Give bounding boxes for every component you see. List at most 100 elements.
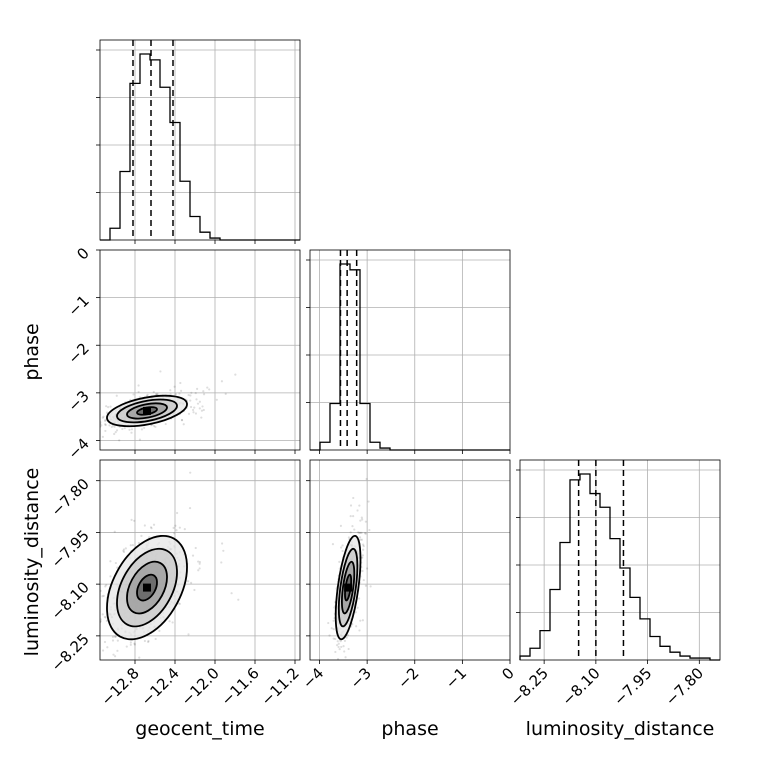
sample-point bbox=[116, 639, 119, 642]
panel-frame bbox=[519, 459, 721, 661]
panel-luminosity-vs-phase bbox=[306, 459, 511, 664]
sample-point bbox=[364, 520, 367, 523]
sample-point bbox=[365, 567, 369, 570]
sample-point bbox=[351, 623, 354, 626]
sample-point bbox=[137, 390, 140, 394]
sample-point bbox=[187, 633, 190, 636]
sample-point bbox=[360, 531, 363, 534]
panel-hist-luminosity-distance bbox=[516, 459, 721, 664]
sample-point bbox=[335, 644, 339, 647]
sample-point bbox=[192, 411, 195, 414]
sample-point bbox=[347, 536, 350, 539]
sample-point bbox=[189, 405, 193, 409]
sample-point bbox=[346, 633, 350, 637]
contour-line bbox=[106, 394, 188, 428]
sample-point bbox=[121, 427, 124, 431]
sample-point bbox=[150, 527, 153, 530]
sample-point bbox=[114, 635, 117, 638]
sample-point bbox=[174, 524, 177, 527]
sample-point bbox=[178, 602, 181, 605]
sample-point bbox=[125, 645, 128, 648]
sample-point bbox=[342, 645, 345, 648]
sample-point bbox=[220, 380, 224, 383]
sample-point bbox=[138, 656, 141, 659]
sample-point bbox=[190, 581, 193, 584]
sample-point bbox=[360, 538, 364, 541]
contour-line bbox=[337, 547, 359, 628]
panel-frame bbox=[309, 459, 511, 661]
sample-point bbox=[108, 424, 111, 427]
sample-point bbox=[191, 554, 195, 557]
sample-point bbox=[194, 391, 197, 395]
sample-point bbox=[187, 412, 191, 415]
sample-point bbox=[101, 649, 105, 652]
hist-step-luminosity_distance bbox=[519, 473, 720, 661]
panel-frame bbox=[99, 459, 301, 661]
sample-point bbox=[137, 541, 140, 545]
panel-phase-vs-geocent-time bbox=[96, 249, 301, 454]
sample-point bbox=[201, 405, 204, 408]
sample-point bbox=[122, 548, 126, 551]
sample-point bbox=[113, 425, 116, 428]
sample-point bbox=[100, 620, 102, 623]
sample-point bbox=[196, 387, 199, 391]
sample-point bbox=[368, 528, 371, 532]
sample-point bbox=[187, 393, 190, 397]
sample-point bbox=[367, 500, 370, 503]
sample-point bbox=[129, 641, 132, 644]
sample-point bbox=[230, 592, 233, 595]
sample-point bbox=[109, 560, 112, 563]
sample-point bbox=[106, 646, 109, 649]
sample-point bbox=[102, 415, 105, 418]
sample-point bbox=[340, 546, 343, 549]
sample-point bbox=[198, 407, 201, 410]
sample-point bbox=[129, 643, 132, 646]
density-layer bbox=[327, 477, 372, 660]
panel-frame bbox=[99, 39, 301, 241]
sample-point bbox=[138, 438, 142, 441]
sample-point bbox=[369, 585, 372, 588]
sample-point bbox=[202, 390, 205, 393]
sample-point bbox=[359, 619, 362, 622]
sample-point bbox=[358, 629, 361, 632]
sample-point bbox=[114, 561, 117, 565]
panel-frame bbox=[309, 249, 511, 451]
sample-point bbox=[189, 399, 192, 402]
sample-point bbox=[101, 416, 104, 419]
sample-point bbox=[148, 536, 151, 539]
sample-point bbox=[347, 647, 350, 651]
sample-point bbox=[123, 427, 126, 430]
sample-point bbox=[191, 408, 195, 412]
sample-point bbox=[130, 428, 134, 431]
sample-point bbox=[234, 373, 237, 376]
sample-point bbox=[140, 534, 143, 537]
sample-point bbox=[361, 554, 365, 557]
sample-point bbox=[332, 637, 335, 640]
sample-point bbox=[143, 639, 146, 643]
sample-point bbox=[182, 423, 185, 426]
sample-point bbox=[349, 515, 352, 518]
sample-point bbox=[198, 562, 201, 565]
sample-point bbox=[179, 389, 183, 392]
sample-point bbox=[104, 419, 107, 423]
sample-point bbox=[149, 526, 153, 529]
sample-point bbox=[332, 628, 335, 631]
sample-point bbox=[361, 569, 364, 573]
sample-point bbox=[159, 370, 162, 373]
sample-point bbox=[343, 639, 347, 643]
sample-point bbox=[189, 394, 192, 397]
sample-point bbox=[130, 518, 133, 521]
sample-point bbox=[143, 524, 146, 527]
sample-point bbox=[359, 531, 362, 534]
contour-line bbox=[334, 534, 362, 641]
sample-point bbox=[113, 635, 117, 638]
contour-line bbox=[341, 560, 356, 615]
sample-point bbox=[362, 578, 365, 582]
sample-point bbox=[360, 516, 363, 519]
sample-point bbox=[171, 621, 174, 624]
sample-point bbox=[175, 529, 178, 532]
sample-point bbox=[200, 416, 203, 419]
sample-point bbox=[343, 650, 346, 653]
sample-point bbox=[198, 567, 201, 570]
